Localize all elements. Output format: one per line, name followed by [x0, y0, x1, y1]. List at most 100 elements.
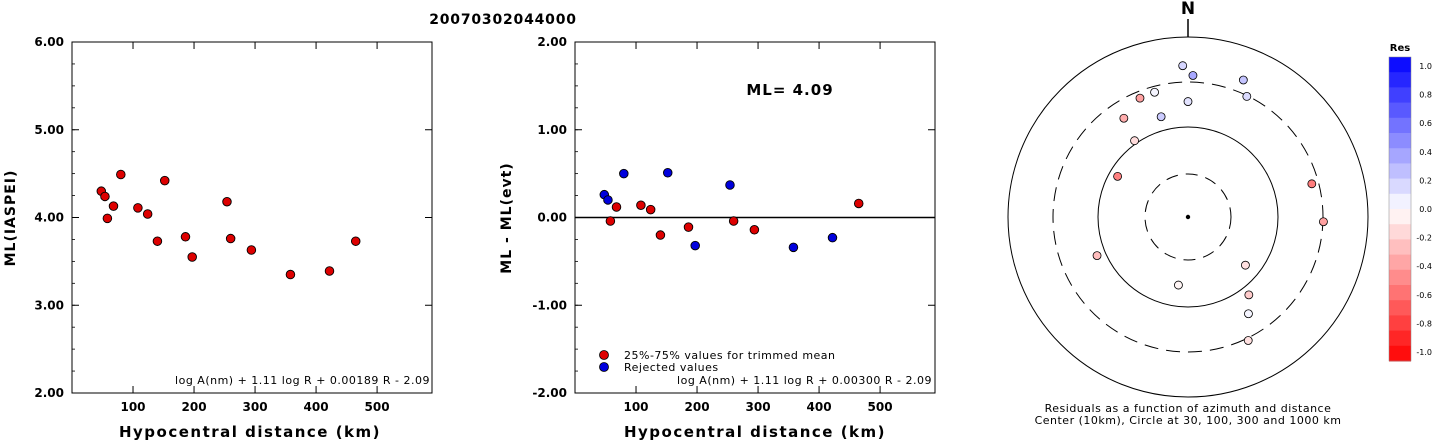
residual-point [1135, 93, 1145, 103]
colorbar-cell [1389, 87, 1411, 104]
residual-point [1156, 112, 1166, 122]
residual-point [1178, 61, 1188, 71]
residual-point [1113, 171, 1123, 181]
colorbar-tick-label: 0.4 [1419, 148, 1432, 157]
data-point [853, 198, 864, 209]
y-tick-label: 2.00 [537, 35, 567, 49]
data-point [788, 242, 799, 253]
residual-point [1092, 251, 1102, 261]
residual-point [1119, 113, 1129, 123]
panel-ml-iaspei: 100 200 300 400 500 2.00 3.00 4.00 5.00 6.00 Hypo… [3, 35, 433, 441]
residual-point [1244, 290, 1254, 300]
colorbar-tick-label: -1.0 [1416, 348, 1432, 357]
data-point [246, 245, 257, 255]
colorbar-tick-label: 1.0 [1419, 62, 1432, 71]
figure-title: 20070302044000 [429, 12, 577, 28]
y-tick-label: 0.00 [537, 211, 567, 225]
legend: 25%-75% values for trimmed mean Rejected… [599, 349, 835, 374]
caption-line-1: Residuals as a function of azimuth and d… [1045, 402, 1332, 415]
x-tick-label: 300 [746, 400, 771, 414]
center-dot [1185, 214, 1191, 220]
plot-frame [71, 41, 433, 394]
x-tick-label: 100 [623, 400, 648, 414]
x-axis-label: Hypocentral distance (km) [119, 423, 381, 441]
colorbar-cell [1389, 300, 1411, 316]
data-point [662, 167, 673, 178]
colorbar-frame [1388, 56, 1412, 362]
residual-point [1130, 136, 1139, 146]
data-point [655, 230, 666, 240]
data-point [645, 204, 656, 215]
residual-point [1238, 75, 1248, 85]
residual-point [1243, 336, 1253, 345]
colorbar-title: Res [1390, 43, 1410, 54]
colorbar-cell [1389, 102, 1411, 119]
colorbar-cell [1389, 193, 1411, 210]
data-point [725, 180, 735, 190]
data-point [225, 233, 236, 244]
residual-point [1307, 179, 1317, 189]
data-point [683, 222, 694, 232]
residual-point [1244, 309, 1253, 319]
panel-ml-residual: 100 200 300 400 500 -2.00 -1.00 0.00 1.00 2.00 ML… [499, 35, 936, 441]
x-tick-label: 500 [868, 400, 893, 414]
colorbar-cell [1389, 148, 1411, 164]
colorbar-tick-label: -0.6 [1416, 291, 1432, 300]
colorbar-tick-label: 0.8 [1419, 91, 1432, 100]
y-tick-label: -1.00 [532, 298, 567, 312]
legend-marker-rejected [599, 362, 609, 372]
data-point [619, 168, 629, 179]
residual-point [1188, 71, 1198, 80]
legend-label-rejected: Rejected values [624, 361, 719, 374]
x-tick-label: 200 [685, 400, 710, 414]
x-axis-label: Hypocentral distance (km) [624, 423, 886, 441]
colorbar-labels: 1.0 0.8 0.6 0.4 0.2 0.0 -0.2 -0.4 -0.6 -0.8 -1.0 [1416, 62, 1432, 357]
data-point [350, 236, 361, 246]
axis-ticks: 100 200 300 400 500 2.00 3.00 4.00 5.00 6.00 [34, 35, 432, 414]
data-point [285, 269, 296, 280]
colorbar-cell [1389, 254, 1411, 271]
data-point [827, 232, 838, 243]
colorbar-cell [1389, 239, 1411, 256]
data-point [180, 232, 191, 242]
x-tick-label: 500 [365, 400, 390, 414]
data-point [690, 240, 700, 251]
data-point [142, 209, 153, 219]
residual-point [1242, 92, 1252, 101]
colorbar-tick-label: 0.2 [1419, 176, 1432, 185]
y-tick-label: 4.00 [34, 211, 64, 225]
data-point [728, 216, 739, 226]
colorbar-cell [1389, 285, 1411, 301]
data-point [102, 213, 113, 224]
data-point [187, 252, 197, 262]
y-tick-label: 2.00 [34, 386, 64, 400]
colorbar-cell [1389, 163, 1411, 180]
circle-300km [1052, 81, 1324, 353]
y-tick-label: 1.00 [537, 123, 567, 137]
y-axis-label: ML(IASPEI) [3, 170, 19, 267]
data-point [133, 203, 143, 213]
residual-point [1241, 260, 1250, 270]
colorbar: Res 1.0 0.8 0.6 0.4 0.2 0.0 -0.2 -0.4 -0.6 -0.8 -1… [1388, 43, 1432, 362]
residual-point [1319, 217, 1328, 227]
data-point [116, 169, 126, 180]
x-tick-label: 400 [304, 400, 329, 414]
colorbar-cells [1389, 57, 1411, 362]
data-points [599, 167, 864, 253]
data-point [324, 266, 335, 276]
colorbar-cell [1389, 209, 1411, 225]
colorbar-cell [1389, 315, 1411, 332]
colorbar-cell [1389, 224, 1411, 240]
circle-30km [1144, 173, 1232, 261]
residual-point [1183, 97, 1193, 106]
legend-marker-trimmed [599, 350, 609, 360]
caption-line-2: Center (10km), Circle at 30, 100, 300 an… [1035, 414, 1342, 427]
circle-outer [1007, 36, 1369, 398]
y-tick-label: -2.00 [532, 386, 567, 400]
data-points [96, 169, 361, 280]
formula-text: log A(nm) + 1.11 log R + 0.00189 R - 2.0… [175, 374, 430, 387]
data-point [222, 196, 232, 207]
north-label: N [1181, 0, 1195, 19]
colorbar-cell [1389, 72, 1411, 88]
x-tick-label: 100 [120, 400, 145, 414]
